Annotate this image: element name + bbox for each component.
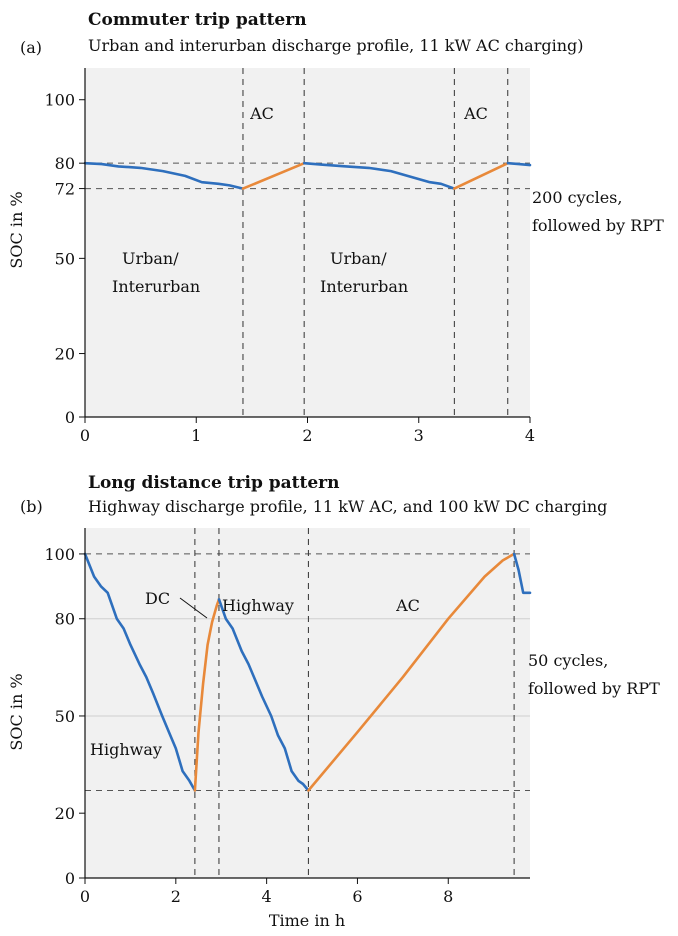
chart-b-x-tick-label: 8	[443, 887, 453, 906]
chart-b-annotation: Highway	[222, 596, 294, 615]
chart-b-annotation: AC	[395, 596, 420, 615]
chart-a-series-discharge	[506, 161, 532, 167]
chart-a-x-tick-label: 4	[525, 426, 535, 445]
chart-a-y-axis-label: SOC in %	[7, 191, 26, 268]
chart-b-x-tick-label: 6	[352, 887, 362, 906]
chart-b-x-tick-label: 2	[171, 887, 181, 906]
chart-a-series-charge	[241, 161, 306, 190]
panel-a-label: (a)	[20, 38, 43, 57]
chart-b-side-note: followed by RPT	[528, 679, 660, 698]
chart-a-y-tick-label: 20	[55, 345, 75, 364]
chart-a-plot-background	[85, 68, 530, 417]
chart-b-series-charge	[307, 552, 516, 792]
chart-b-x-tick-label: 0	[80, 887, 90, 906]
chart-b-y-tick-label: 50	[55, 707, 75, 726]
chart-b-title: Long distance trip pattern	[88, 473, 340, 493]
chart-a-x-tick-label: 3	[414, 426, 424, 445]
chart-a-series-discharge	[302, 161, 456, 190]
chart-a-annotation: Interurban	[112, 277, 200, 296]
chart-b-x-axis-label: Time in h	[269, 911, 345, 930]
chart-b-y-axis-label: SOC in %	[7, 673, 26, 750]
chart-b-side-note: 50 cycles,	[528, 651, 608, 670]
chart-b-annotation: DC	[145, 589, 170, 608]
chart-a-side-note: followed by RPT	[532, 216, 664, 235]
chart-b-series-charge	[193, 597, 221, 792]
chart-a-series-discharge	[83, 161, 245, 190]
chart-a-annotation: AC	[463, 104, 488, 123]
chart-b-x-tick-label: 4	[262, 887, 272, 906]
chart-a-annotation: Interurban	[320, 277, 408, 296]
chart-a-series-charge	[452, 161, 510, 190]
chart-a-annotation: AC	[249, 104, 274, 123]
chart-a-x-tick-label: 1	[191, 426, 201, 445]
chart-a-y-tick-label: 50	[55, 249, 75, 268]
chart-a-subtitle: Urban and interurban discharge profile, …	[88, 36, 584, 55]
chart-a-annotation: Urban/	[330, 249, 387, 268]
chart-a-y-tick-label: 72	[55, 180, 75, 199]
chart-a-annotation: Urban/	[122, 249, 179, 268]
chart-a-x-tick-label: 2	[302, 426, 312, 445]
chart-a-title: Commuter trip pattern	[88, 10, 307, 30]
chart-a-side-note: 200 cycles,	[532, 188, 622, 207]
chart-a-y-tick-label: 0	[65, 408, 75, 427]
chart-b-annotation: Highway	[90, 740, 162, 759]
panel-b-label: (b)	[20, 497, 43, 516]
chart-a-y-tick-label: 80	[55, 154, 75, 173]
chart-b-y-tick-label: 100	[44, 545, 75, 564]
chart-b-subtitle: Highway discharge profile, 11 kW AC, and…	[88, 497, 608, 516]
chart-b-plot-background	[85, 528, 530, 878]
chart-a-x-tick-label: 0	[80, 426, 90, 445]
chart-b-y-tick-label: 0	[65, 869, 75, 888]
chart-b-y-tick-label: 20	[55, 804, 75, 823]
chart-b-series-discharge	[83, 552, 197, 792]
chart-b-series-discharge	[512, 552, 532, 595]
chart-b-y-tick-label: 80	[55, 610, 75, 629]
chart-b-dc-leader-line	[179, 597, 208, 619]
chart-a-y-tick-label: 100	[44, 91, 75, 110]
chart-b-series-discharge	[217, 597, 310, 792]
